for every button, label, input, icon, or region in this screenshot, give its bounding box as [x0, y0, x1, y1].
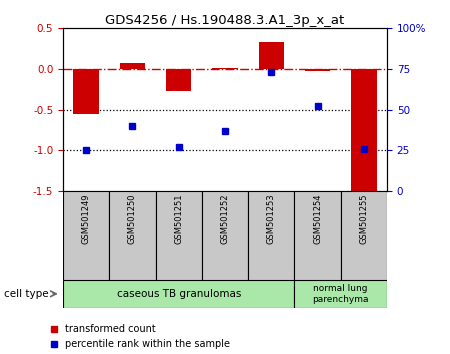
Text: GSM501250: GSM501250 — [128, 194, 137, 244]
Text: caseous TB granulomas: caseous TB granulomas — [117, 289, 241, 299]
Text: GSM501252: GSM501252 — [220, 194, 230, 244]
Text: GSM501253: GSM501253 — [267, 194, 276, 245]
Bar — [202, 191, 248, 280]
Text: GSM501249: GSM501249 — [81, 194, 90, 244]
Bar — [351, 69, 377, 201]
Bar — [63, 280, 294, 308]
Bar — [341, 191, 387, 280]
Bar — [63, 191, 109, 280]
Bar — [305, 69, 330, 71]
Text: GSM501255: GSM501255 — [360, 194, 369, 244]
Text: cell type: cell type — [4, 289, 49, 299]
Title: GDS4256 / Hs.190488.3.A1_3p_x_at: GDS4256 / Hs.190488.3.A1_3p_x_at — [105, 14, 345, 27]
Bar — [259, 42, 284, 69]
Text: GSM501251: GSM501251 — [174, 194, 183, 244]
Bar — [120, 63, 145, 69]
Bar — [212, 68, 238, 69]
Bar — [73, 69, 99, 114]
Text: GSM501254: GSM501254 — [313, 194, 322, 244]
Bar — [248, 191, 294, 280]
Bar — [294, 280, 387, 308]
Text: normal lung
parenchyma: normal lung parenchyma — [312, 284, 369, 303]
Legend: transformed count, percentile rank within the sample: transformed count, percentile rank withi… — [50, 324, 230, 349]
Bar — [109, 191, 156, 280]
Bar — [166, 69, 191, 91]
Bar — [294, 191, 341, 280]
Bar — [156, 191, 202, 280]
